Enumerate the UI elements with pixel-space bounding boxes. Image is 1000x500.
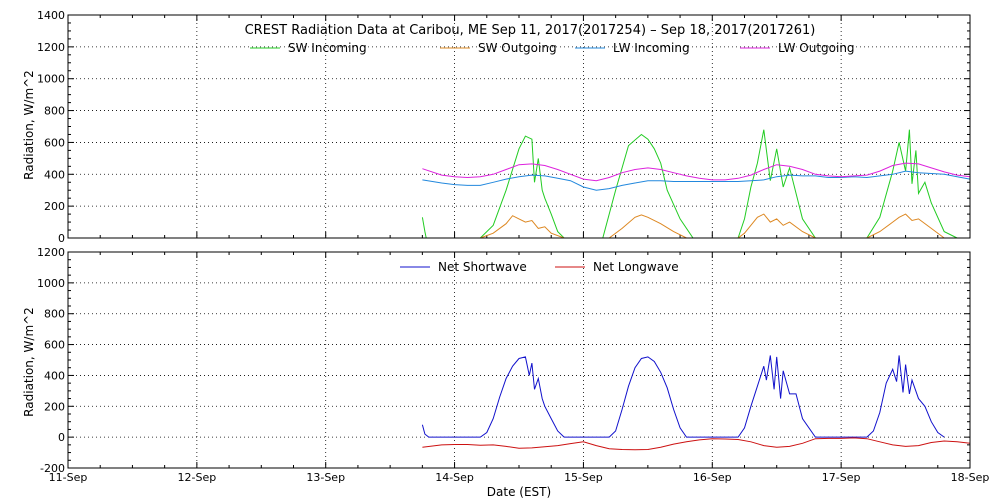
bottom-series bbox=[421, 355, 971, 451]
x-axis-label: Date (EST) bbox=[487, 485, 551, 499]
top-series bbox=[421, 129, 971, 239]
top-y-tick-label: 1200 bbox=[37, 41, 65, 54]
bottom-y-tick-label: 800 bbox=[44, 308, 65, 321]
series-line-sw-incoming bbox=[421, 129, 958, 239]
top-legend: SW Incoming SW Outgoing LW Incoming LW Outg… bbox=[250, 41, 855, 55]
top-y-ticks: 0 200 400 600 800 1000 1200 1400 bbox=[37, 9, 970, 245]
series-line-net-longwave bbox=[422, 437, 971, 451]
top-y-tick-label: 1400 bbox=[37, 9, 65, 22]
legend-label: SW Incoming bbox=[288, 41, 367, 55]
top-y-tick-label: 800 bbox=[44, 105, 65, 118]
x-tick-label: 18-Sep bbox=[951, 471, 990, 484]
x-tick-label: 14-Sep bbox=[435, 471, 474, 484]
x-axis-ticks: 11-Sep 12-Sep 13-Sep 14-Sep 15-Sep 16-Sep 17-S… bbox=[49, 471, 990, 484]
bottom-plot-frame bbox=[67, 251, 971, 469]
legend-label: SW Outgoing bbox=[478, 41, 557, 55]
x-tick-label: 11-Sep bbox=[49, 471, 88, 484]
x-tick-label: 15-Sep bbox=[564, 471, 603, 484]
bottom-y-ticks: -200 0 200 400 600 800 1000 1200 bbox=[37, 246, 970, 475]
bottom-y-tick-label: -200 bbox=[40, 462, 65, 475]
bottom-y-tick-label: 1000 bbox=[37, 277, 65, 290]
series-line-lw-incoming bbox=[422, 170, 971, 191]
top-panel: 0 200 400 600 800 1000 1200 1400 CREST Radiatio… bbox=[22, 9, 971, 245]
bottom-y-tick-label: 200 bbox=[44, 400, 65, 413]
series-line-net-shortwave bbox=[421, 355, 945, 438]
top-y-axis-label: Radiation, W/m^2 bbox=[22, 70, 36, 180]
bottom-y-tick-label: 600 bbox=[44, 339, 65, 352]
bottom-y-tick-label: 400 bbox=[44, 369, 65, 382]
top-y-tick-label: 400 bbox=[44, 168, 65, 181]
bottom-legend: Net Shortwave Net Longwave bbox=[400, 260, 679, 274]
bottom-y-tick-label: 1200 bbox=[37, 246, 65, 259]
top-y-tick-label: 0 bbox=[58, 232, 65, 245]
top-y-tick-label: 200 bbox=[44, 200, 65, 213]
top-y-tick-label: 1000 bbox=[37, 73, 65, 86]
x-tick-label: 13-Sep bbox=[306, 471, 345, 484]
bottom-grid bbox=[67, 252, 971, 468]
bottom-y-axis-label: Radiation, W/m^2 bbox=[22, 307, 36, 417]
x-tick-label: 17-Sep bbox=[822, 471, 861, 484]
legend-label: LW Outgoing bbox=[778, 41, 855, 55]
legend-label: Net Longwave bbox=[593, 260, 679, 274]
x-tick-label: 16-Sep bbox=[693, 471, 732, 484]
bottom-y-tick-label: 0 bbox=[58, 431, 65, 444]
legend-label: Net Shortwave bbox=[438, 260, 527, 274]
series-line-lw-outgoing bbox=[422, 162, 971, 182]
bottom-panel: -200 0 200 400 600 800 1000 1200 11-Sep 12-Sep 13… bbox=[22, 246, 989, 499]
top-y-tick-label: 600 bbox=[44, 136, 65, 149]
legend-label: LW Incoming bbox=[613, 41, 690, 55]
chart-title: CREST Radiation Data at Caribou, ME Sep … bbox=[245, 23, 816, 38]
x-tick-label: 12-Sep bbox=[178, 471, 217, 484]
